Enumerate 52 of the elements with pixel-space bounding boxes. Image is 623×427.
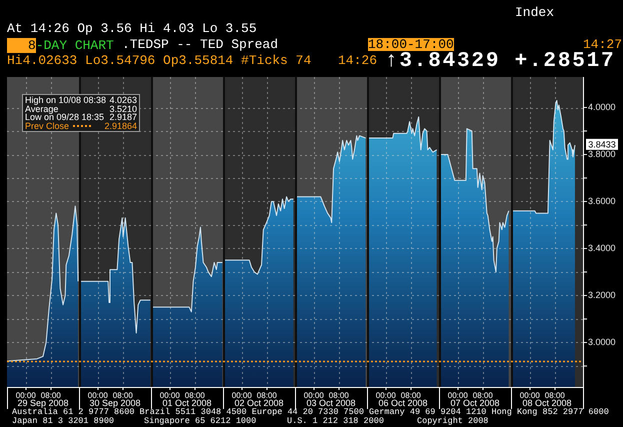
annotation: 2.91864 (104, 120, 137, 130)
x-tick-label: 08:00 (184, 391, 206, 400)
text: 14:26 (338, 53, 378, 68)
legend-label: Prev Close (25, 120, 70, 130)
annotation: High on 10/08 08:38 (25, 95, 106, 105)
y-tick-label: 4.0000 (588, 102, 616, 112)
x-axis-title: 02 Oct 2008 (234, 398, 284, 408)
x-tick-label: 08:00 (112, 391, 134, 400)
annotation: 4.0263 (109, 95, 137, 105)
chart-title: 8-DAY CHART (28, 38, 114, 53)
text: Japan 81 3 3201 8900 (12, 416, 114, 426)
text: Copyright 2008 (417, 416, 488, 426)
annotation: 3.8433 (588, 139, 616, 150)
time-range-field: 18:00-17:00 (368, 38, 454, 51)
x-tick-label: 08:00 (256, 391, 278, 400)
x-axis-title: 03 Oct 2008 (306, 398, 356, 408)
y-tick-label: 3.4000 (588, 242, 616, 253)
x-tick-label: 08:00 (544, 391, 566, 400)
x-tick-label: 08:00 (328, 391, 350, 400)
x-tick-label: 00:00 (304, 391, 324, 400)
annotation: Average (25, 104, 58, 114)
y-tick-label: 3.2000 (588, 290, 616, 300)
text: Hi4.02633 Lo3.54796 Op3.55814 #Ticks 74 (7, 53, 312, 68)
x-tick-label: 00:00 (376, 391, 396, 400)
x-tick-label: 08:00 (40, 391, 62, 400)
x-tick-label: 08:00 (400, 391, 422, 400)
x-tick-label: 08:00 (472, 391, 494, 400)
y-tick-label: 3.0000 (588, 336, 616, 347)
x-tick-label: 00:00 (520, 391, 540, 400)
x-axis-title: 29 Sep 2008 (17, 398, 69, 408)
annotation: 3.5210 (109, 104, 137, 114)
x-axis-title: 07 Oct 2008 (450, 398, 500, 408)
annotation: 2.9187 (109, 112, 137, 122)
text: Index (515, 5, 554, 20)
text: At 14:26 Op 3.56 Hi 4.03 Lo 3.55 (7, 21, 257, 36)
text: 14:27 (582, 37, 622, 52)
x-tick-label: 00:00 (88, 391, 108, 400)
x-axis-title: 01 Oct 2008 (162, 398, 212, 408)
x-axis-title: 30 Sep 2008 (89, 398, 141, 408)
x-axis-title: 08 Oct 2008 (522, 398, 572, 408)
x-tick-label: 00:00 (448, 391, 468, 400)
y-tick-label: 3.8000 (588, 148, 616, 159)
text: Singapore 65 6212 1000 (144, 416, 256, 426)
x-tick-label: 00:00 (16, 391, 36, 400)
text: Australia 61 2 9777 8600 Brazil 5511 3048 4500 Europe 44 20 7330 7500 Germany 49 69 9204 1210 Hong Kong 852 2977 6000 (12, 407, 609, 417)
x-tick-label: 00:00 (232, 391, 252, 400)
text: U.S. 1 212 318 2000 (287, 416, 384, 426)
x-axis-title: 06 Oct 2008 (378, 398, 428, 408)
y-tick-label: 3.6000 (588, 196, 616, 206)
x-tick-label: 00:00 (160, 391, 180, 400)
text: .TEDSP -- TED Spread (122, 37, 278, 52)
text: ↑3.84329 +.28517 (385, 50, 616, 73)
